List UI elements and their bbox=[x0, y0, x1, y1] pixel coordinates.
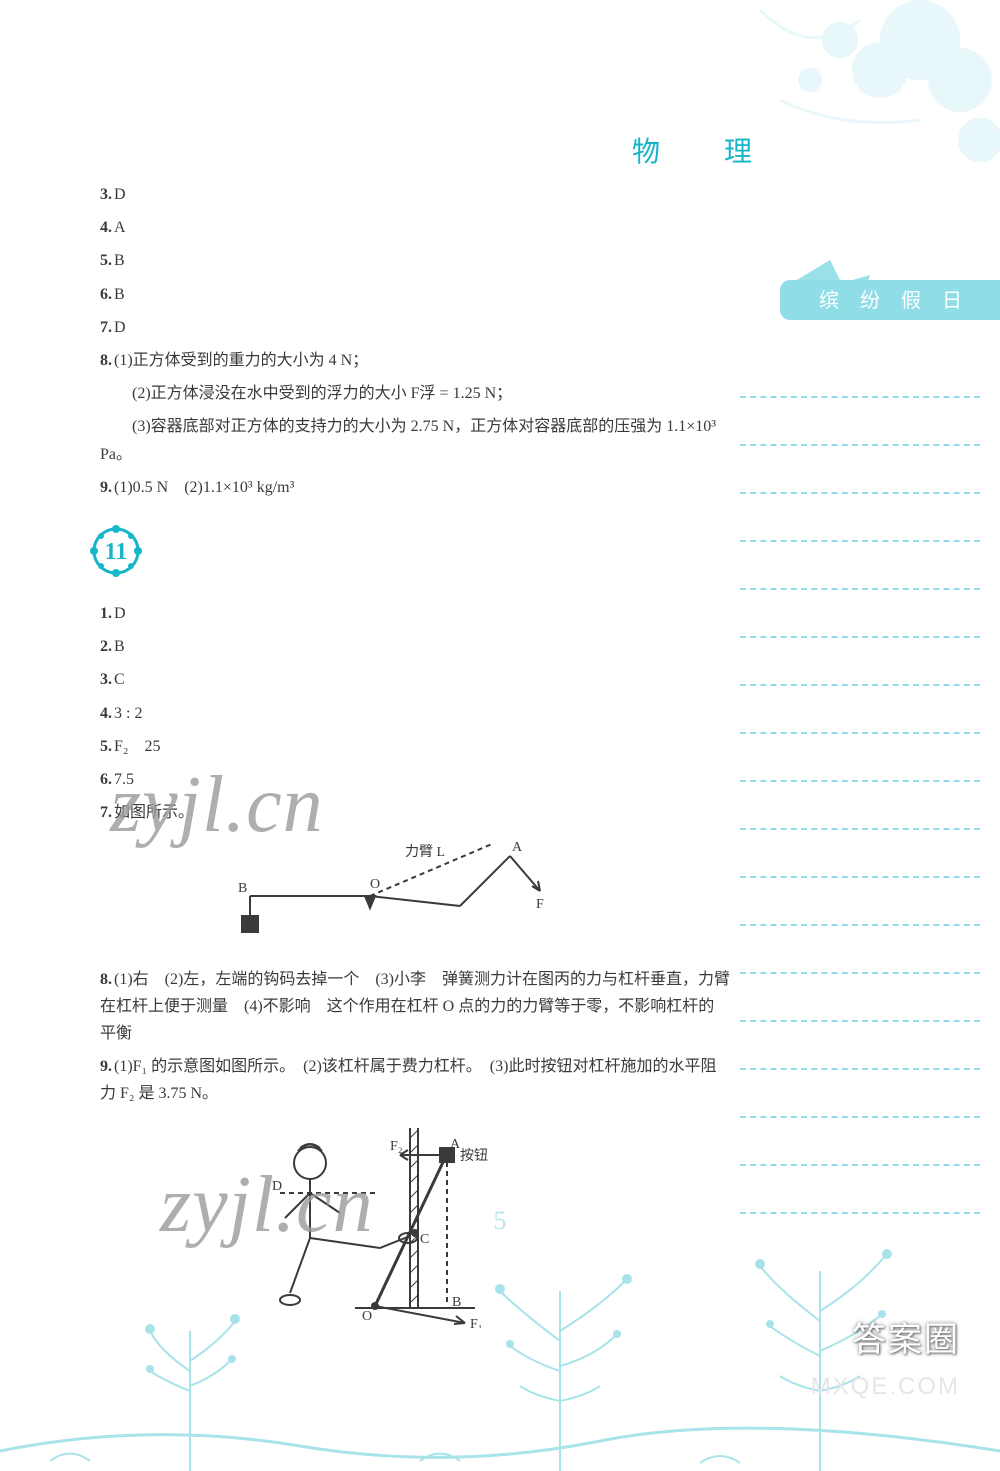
fig7-label-o: O bbox=[370, 877, 380, 892]
answer-text: D bbox=[114, 319, 126, 336]
page-subject-title: 物 理 bbox=[632, 130, 770, 170]
answer-number: 7. bbox=[100, 319, 112, 336]
answer-number: 6. bbox=[100, 286, 112, 303]
fig9-label-c: C bbox=[420, 1232, 429, 1247]
answer-item: 8.(1)右 (2)左，左端的钩码去掉一个 (3)小李 弹簧测力计在图丙的力与杠… bbox=[100, 966, 730, 1048]
answer-item: 2.B bbox=[100, 633, 730, 660]
answer-number: 6. bbox=[100, 771, 112, 788]
answer-number: 8. bbox=[100, 971, 112, 988]
answer-item: 8.(1)正方体受到的重力的大小为 4 N； bbox=[100, 347, 730, 374]
section-badge-icon: 11 bbox=[90, 525, 142, 577]
answer-text: (1)0.5 N (2)1.1×10³ kg/m³ bbox=[114, 479, 294, 496]
answer-text: 3 : 2 bbox=[114, 705, 142, 722]
answer-number: 1. bbox=[100, 605, 112, 622]
answer-item: 7.D bbox=[100, 314, 730, 341]
answer-text: B bbox=[114, 638, 125, 655]
answer-number: 3. bbox=[100, 186, 112, 203]
answer-text: (1)正方体受到的重力的大小为 4 N； bbox=[114, 352, 368, 369]
answer-number: 4. bbox=[100, 705, 112, 722]
answer-text: F₂ 25 bbox=[114, 738, 160, 755]
answer-item: 6.B bbox=[100, 281, 730, 308]
answer-text: (1)F₁ 的示意图如图所示。 (2)该杠杆属于费力杠杆。 (3)此时按钮对杠杆… bbox=[100, 1058, 716, 1102]
answer-text: B bbox=[114, 252, 125, 269]
answer-text: A bbox=[114, 219, 126, 236]
page-number: 5 bbox=[494, 1206, 507, 1236]
answer-item: 9.(1)0.5 N (2)1.1×10³ kg/m³ bbox=[100, 474, 730, 501]
fig9-label-o: O bbox=[362, 1309, 372, 1324]
answer-item: 7.如图所示。 bbox=[100, 799, 730, 826]
fig7-label-b: B bbox=[238, 881, 247, 896]
answer-item: 5.F₂ 25 bbox=[100, 733, 730, 760]
answer-number: 2. bbox=[100, 638, 112, 655]
answer-number: 5. bbox=[100, 738, 112, 755]
fig7-label-f: F bbox=[536, 897, 544, 912]
figure-q9: A B C D O F₁ F₂ 按钮 bbox=[240, 1118, 730, 1337]
sidebar-ruled-lines bbox=[740, 350, 980, 1214]
answer-number: 5. bbox=[100, 252, 112, 269]
fig9-label-d: D bbox=[272, 1179, 282, 1194]
sidebar-banner: 缤 纷 假 日 bbox=[740, 260, 1000, 330]
answer-number: 7. bbox=[100, 804, 112, 821]
answer-item: 5.B bbox=[100, 247, 730, 274]
answer-text: D bbox=[114, 186, 126, 203]
answer-item: 6.7.5 bbox=[100, 766, 730, 793]
fig7-label-a: A bbox=[512, 840, 523, 855]
answer-item: 4.3 : 2 bbox=[100, 700, 730, 727]
sidebar-banner-text: 缤 纷 假 日 bbox=[819, 284, 970, 313]
fig9-label-btn: 按钮 bbox=[460, 1148, 488, 1164]
answer-item: 3.D bbox=[100, 181, 730, 208]
main-content: 3.D 4.A 5.B 6.B 7.D 8.(1)正方体受到的重力的大小为 4 … bbox=[100, 175, 730, 1347]
fig9-label-b: B bbox=[452, 1295, 461, 1310]
decorative-top-flowers bbox=[580, 0, 1000, 200]
answer-text: B bbox=[114, 286, 125, 303]
answer-number: 9. bbox=[100, 479, 112, 496]
fig9-label-f1: F₁ bbox=[470, 1317, 483, 1328]
answer-number: 9. bbox=[100, 1058, 112, 1075]
answer-subitem: (3)容器底部对正方体的支持力的大小为 2.75 N，正方体对容器底部的压强为 … bbox=[100, 413, 730, 467]
answer-number: 3. bbox=[100, 671, 112, 688]
answer-number: 4. bbox=[100, 219, 112, 236]
answer-text: C bbox=[114, 671, 125, 688]
answer-text: (1)右 (2)左，左端的钩码去掉一个 (3)小李 弹簧测力计在图丙的力与杠杆垂… bbox=[100, 971, 730, 1042]
fig9-label-f2: F₂ bbox=[390, 1139, 403, 1154]
answer-item: 9.(1)F₁ 的示意图如图所示。 (2)该杠杆属于费力杠杆。 (3)此时按钮对… bbox=[100, 1053, 730, 1107]
answer-subitem: (2)正方体浸没在水中受到的浮力的大小 F浮 = 1.25 N； bbox=[100, 380, 730, 407]
answer-number: 8. bbox=[100, 352, 112, 369]
footer-stamp-cn: 答案圈 bbox=[852, 1312, 960, 1361]
footer-stamp-url: MXQE.COM bbox=[811, 1373, 960, 1401]
answer-item: 1.D bbox=[100, 600, 730, 627]
answer-text: 7.5 bbox=[114, 771, 134, 788]
section-badge-number: 11 bbox=[105, 539, 128, 565]
answer-item: 3.C bbox=[100, 666, 730, 693]
figure-q7: B O A F 力臂 L bbox=[220, 836, 730, 955]
answer-item: 4.A bbox=[100, 214, 730, 241]
answer-text: 如图所示。 bbox=[114, 804, 194, 821]
fig7-label-l: 力臂 L bbox=[405, 844, 445, 860]
answer-text: D bbox=[114, 605, 126, 622]
